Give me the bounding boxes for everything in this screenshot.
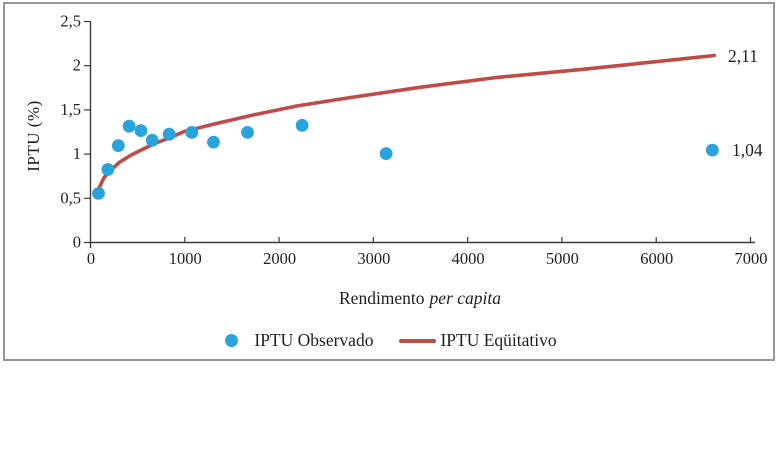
- observado-point: [379, 147, 393, 161]
- observado-point: [207, 135, 220, 149]
- observado-point: [241, 125, 254, 139]
- x-tick-label: 7000: [735, 249, 768, 268]
- y-tick-label: 2,5: [60, 12, 81, 31]
- y-tick-label: 0: [73, 233, 81, 252]
- x-tick-label: 3000: [357, 249, 390, 268]
- y-axis-title: IPTU (%): [24, 100, 43, 172]
- observado-point: [101, 163, 115, 176]
- observado-point: [122, 119, 136, 133]
- observado-point: [134, 124, 148, 137]
- legend-label-equitativo: IPTU Eqüitativo: [440, 330, 557, 350]
- y-tick-label: 2: [73, 56, 81, 75]
- legend: IPTU Observado IPTU Eqüitativo: [5, 330, 777, 351]
- x-axis-title-regular: Rendimento: [339, 288, 425, 308]
- x-tick-label: 6000: [640, 249, 673, 268]
- observado-point: [145, 133, 159, 147]
- x-axis-title-italic: per capita: [429, 288, 501, 308]
- x-tick-label: 1000: [169, 249, 202, 268]
- annotation-last-point-value: 1,04: [732, 140, 763, 160]
- observado-point: [185, 125, 199, 139]
- legend-item-equitativo: IPTU Eqüitativo: [399, 330, 557, 351]
- y-tick-label: 0,5: [60, 188, 81, 207]
- chart-frame: 0 0,5 1 1,5 2 2,5 0 1000 2000 3000 4000 5000 6000 700…: [3, 2, 775, 361]
- legend-marker-line-icon: [399, 338, 437, 343]
- plot-area: 0 0,5 1 1,5 2 2,5 0 1000 2000 3000 4000 5000 6000 700…: [60, 12, 768, 269]
- legend-item-observado: IPTU Observado: [225, 330, 373, 351]
- observado-point: [162, 127, 176, 141]
- legend-label-observado: IPTU Observado: [254, 330, 374, 350]
- x-tick-label: 2000: [263, 249, 296, 268]
- y-tick-label: 1,5: [60, 100, 81, 119]
- annotation-curve-end-value: 2,11: [728, 46, 758, 66]
- observado-point: [111, 139, 125, 153]
- x-axis-title: Rendimento per capita: [90, 288, 750, 309]
- observado-point: [705, 143, 719, 157]
- x-tick-label: 5000: [546, 249, 579, 268]
- observado-point: [295, 118, 309, 132]
- equitativo-curve: [96, 53, 716, 191]
- x-tick-label: 0: [87, 249, 95, 268]
- legend-marker-circle-icon: [225, 334, 239, 347]
- observado-point: [92, 187, 105, 200]
- x-tick-label: 4000: [452, 249, 485, 268]
- y-tick-label: 1: [73, 144, 81, 163]
